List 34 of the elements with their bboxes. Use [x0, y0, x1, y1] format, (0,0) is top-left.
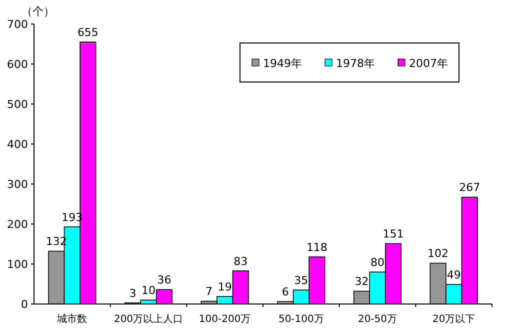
data-label: 83 — [234, 254, 248, 268]
y-tick-label: 700 — [7, 18, 28, 31]
data-label: 19 — [218, 280, 232, 294]
legend-label: 2007年 — [409, 56, 448, 70]
y-tick-label: 500 — [7, 98, 28, 111]
y-tick-label: 200 — [7, 218, 28, 231]
data-label: 7 — [206, 285, 213, 298]
x-tick-label: 200万以上人口 — [114, 313, 184, 325]
data-label: 655 — [77, 26, 98, 39]
y-axis-title: （个） — [22, 5, 54, 18]
data-label: 36 — [157, 274, 172, 287]
data-label: 32 — [354, 275, 369, 288]
data-label: 3 — [129, 286, 136, 300]
x-tick-label: 100-200万 — [198, 314, 251, 325]
legend-label: 1978年 — [336, 56, 375, 70]
y-tick-label: 600 — [7, 58, 28, 71]
y-tick-label: 300 — [7, 178, 28, 191]
x-tick-label: 20-50万 — [358, 314, 398, 325]
data-label: 118 — [306, 240, 328, 254]
data-label: 35 — [294, 274, 308, 287]
y-tick-label: 400 — [7, 138, 28, 151]
data-label: 151 — [382, 228, 404, 241]
x-tick-label: 50-100万 — [278, 314, 324, 325]
data-label: 80 — [370, 256, 384, 269]
data-label: 6 — [282, 286, 289, 299]
data-label: 10 — [142, 284, 156, 297]
legend-label: 1949年 — [263, 56, 302, 70]
y-tick-label: 100 — [7, 258, 28, 271]
data-label: 102 — [428, 247, 449, 260]
data-label: 49 — [446, 268, 461, 282]
x-tick-label: 20万以下 — [432, 313, 476, 325]
data-label: 267 — [459, 181, 480, 194]
x-tick-label: 城市数 — [56, 313, 88, 325]
y-tick-label: 0 — [21, 298, 28, 311]
